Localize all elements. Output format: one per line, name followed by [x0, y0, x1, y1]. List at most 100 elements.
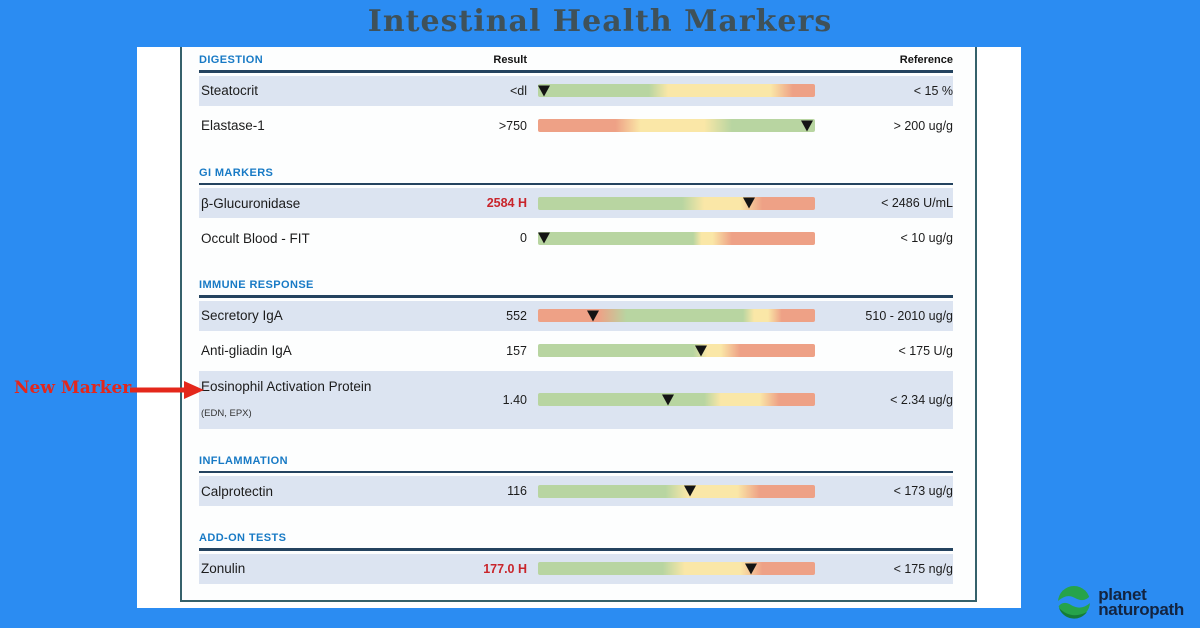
marker-name: Zonulin: [199, 561, 412, 576]
section-title: ADD-ON TESTS: [199, 532, 287, 544]
report-frame: DIGESTION Result Reference Steatocrit <d…: [180, 47, 977, 602]
logo-line1: planet: [1098, 585, 1147, 604]
section-rows: β-Glucuronidase 2584 H < 2486 U/mL Occul…: [199, 188, 953, 253]
section-divider: [199, 182, 953, 185]
reference-value: < 2486 U/mL: [881, 196, 953, 210]
section-header: INFLAMMATION: [199, 455, 953, 467]
range-bar: [537, 84, 815, 97]
marker-name-text: β-Glucuronidase: [201, 195, 301, 211]
report-section: IMMUNE RESPONSE Secretory IgA 552 510 - …: [199, 279, 953, 429]
annotation-new-marker: New Marker: [14, 378, 132, 398]
marker-name-text: Zonulin: [201, 561, 246, 576]
reference-value: < 175 ng/g: [893, 561, 953, 576]
triangle-marker-icon: [662, 394, 675, 405]
range-bar-cell: [527, 119, 815, 132]
section-rows: Steatocrit <dl < 15 % Elastase-1 >750 > …: [199, 75, 953, 141]
marker-name: Elastase-1: [199, 118, 412, 133]
range-bar-cell: [527, 393, 815, 406]
marker-row: Secretory IgA 552 510 - 2010 ug/g: [199, 300, 953, 331]
section-rows: Zonulin 177.0 H < 175 ng/g: [199, 553, 953, 584]
marker-row: Anti-gliadin IgA 157 < 175 U/g: [199, 336, 953, 366]
result-value: 157: [506, 343, 527, 358]
marker-row: Eosinophil Activation Protein (EDN, EPX)…: [199, 370, 953, 429]
result-value: 177.0 H: [483, 561, 527, 576]
logo-line2: naturopath: [1098, 600, 1184, 619]
reference-value: 510 - 2010 ug/g: [865, 308, 953, 323]
section-title: IMMUNE RESPONSE: [199, 279, 314, 291]
triangle-marker-icon: [537, 232, 550, 244]
range-bar-cell: [527, 231, 815, 245]
reference-column-label: Reference: [899, 54, 953, 66]
marker-sub-name: (EDN, EPX): [201, 407, 252, 419]
marker-row: Calprotectin 116 < 173 ug/g: [199, 476, 953, 506]
section-rows: Calprotectin 116 < 173 ug/g: [199, 476, 953, 506]
section-title: GI MARKERS: [199, 166, 274, 179]
section-title: INFLAMMATION: [199, 454, 288, 467]
triangle-marker-icon: [695, 345, 708, 356]
marker-name-text: Eosinophil Activation Protein: [201, 378, 372, 394]
planet-icon: [1058, 586, 1091, 619]
triangle-marker-icon: [742, 197, 755, 209]
reference-value: < 173 ug/g: [893, 484, 953, 498]
right-arrow-icon: [130, 381, 204, 399]
range-bar-cell: [527, 309, 815, 322]
marker-name-text: Elastase-1: [201, 118, 265, 133]
section-divider: [199, 295, 953, 298]
section-header: IMMUNE RESPONSE: [199, 279, 953, 291]
report-section: ADD-ON TESTS Zonulin 177.0 H < 175 ng/g: [199, 532, 953, 584]
result-value: 116: [507, 484, 527, 498]
section-header: DIGESTION Result Reference: [199, 54, 953, 66]
range-bar: [538, 393, 815, 406]
result-value: 1.40: [502, 392, 527, 407]
marker-row: Steatocrit <dl < 15 %: [199, 75, 953, 106]
range-bar: [538, 344, 815, 357]
page-title: Intestinal Health Markers: [367, 4, 833, 39]
report-section: INFLAMMATION Calprotectin 116 < 173 ug/g: [199, 455, 953, 506]
marker-name: Steatocrit: [199, 83, 412, 98]
triangle-marker-icon: [684, 485, 697, 497]
marker-name: Calprotectin: [199, 484, 412, 499]
range-bar-cell: [527, 344, 815, 357]
result-value: 2584 H: [486, 196, 527, 210]
range-bar: [538, 196, 815, 210]
result-value: 0: [520, 231, 527, 245]
triangle-marker-icon: [745, 563, 758, 574]
range-bar: [538, 484, 815, 498]
triangle-marker-icon: [800, 120, 813, 131]
reference-value: < 10 ug/g: [900, 231, 953, 245]
section-header: GI MARKERS: [199, 167, 953, 179]
range-bar-cell: [527, 562, 815, 575]
logo: planet naturopath: [1056, 584, 1184, 620]
section-divider: [199, 548, 953, 551]
report-section: GI MARKERS β-Glucuronidase 2584 H < 2486…: [199, 167, 953, 254]
range-bar: [538, 119, 815, 132]
logo-text: planet naturopath: [1098, 585, 1184, 619]
section-title: DIGESTION: [199, 54, 264, 66]
section-divider: [199, 70, 953, 73]
marker-name: Secretory IgA: [199, 308, 412, 323]
range-bar: [538, 562, 815, 575]
result-value: 552: [506, 308, 527, 323]
result-value: <dl: [509, 83, 527, 98]
reference-value: < 15 %: [913, 83, 953, 98]
reference-value: > 200 ug/g: [893, 118, 953, 133]
marker-name: Occult Blood - FIT: [199, 231, 412, 246]
marker-name: Eosinophil Activation Protein (EDN, EPX): [199, 373, 412, 427]
marker-row: Elastase-1 >750 > 200 ug/g: [199, 111, 953, 141]
result-value: >750: [498, 118, 527, 133]
range-bar: [537, 231, 815, 245]
marker-name-text: Anti-gliadin IgA: [201, 343, 292, 358]
marker-row: β-Glucuronidase 2584 H < 2486 U/mL: [199, 188, 953, 218]
section-rows: Secretory IgA 552 510 - 2010 ug/g Anti-g…: [199, 300, 953, 429]
marker-name-text: Calprotectin: [201, 483, 274, 499]
triangle-marker-icon: [587, 310, 600, 321]
marker-row: Zonulin 177.0 H < 175 ng/g: [199, 553, 953, 584]
marker-name-text: Steatocrit: [201, 83, 259, 98]
marker-name-text: Occult Blood - FIT: [201, 230, 310, 246]
marker-name: β-Glucuronidase: [199, 196, 412, 211]
result-column-label: Result: [493, 54, 527, 66]
report-card: DIGESTION Result Reference Steatocrit <d…: [137, 47, 1021, 608]
section-header: ADD-ON TESTS: [199, 532, 953, 544]
marker-name: Anti-gliadin IgA: [199, 343, 412, 358]
range-bar-cell: [527, 196, 815, 210]
